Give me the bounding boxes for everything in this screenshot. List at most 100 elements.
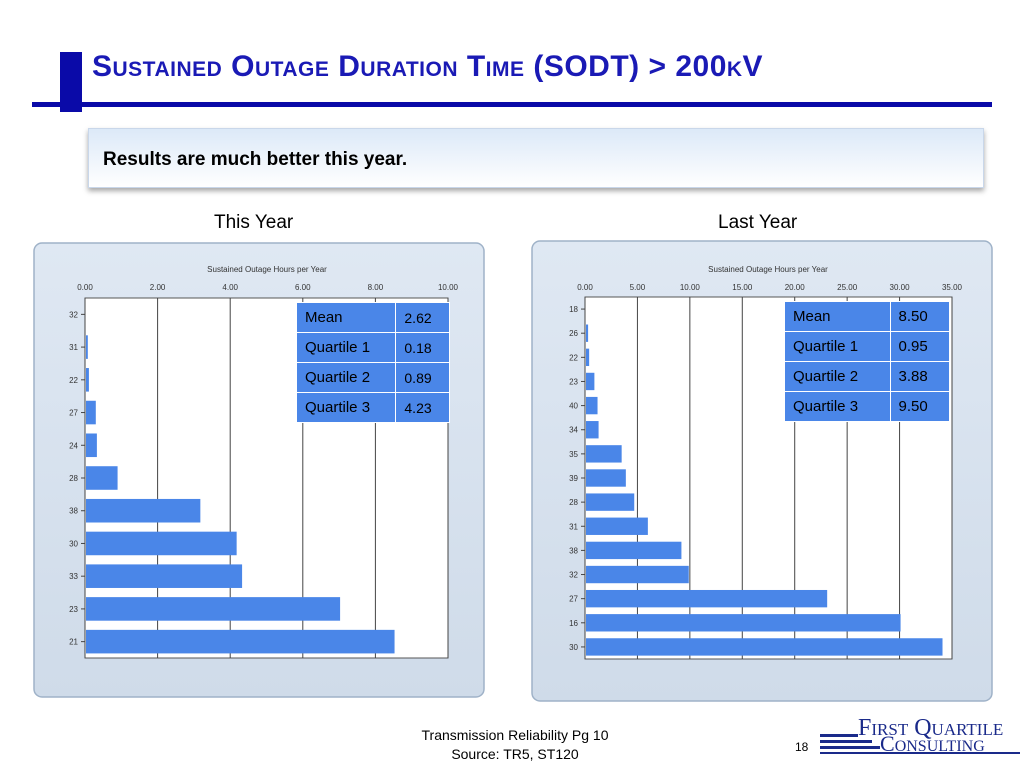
title-underline: [32, 102, 992, 107]
x-tick-label: 2.00: [150, 283, 166, 292]
bar: [586, 348, 590, 367]
y-tick-label: 35: [569, 450, 578, 459]
stats-label: Quartile 1: [295, 332, 397, 363]
stats-row-quartile-3: Quartile 3 9.50: [784, 391, 951, 422]
y-tick-label: 30: [69, 539, 78, 548]
x-tick-label: 10.00: [680, 283, 701, 292]
bar: [586, 589, 828, 608]
y-tick-label: 23: [569, 377, 578, 386]
y-tick-label: 39: [569, 474, 578, 483]
y-tick-label: 28: [569, 498, 578, 507]
y-tick-label: 18: [569, 305, 578, 314]
stats-row-quartile-1: Quartile 1 0.95: [784, 331, 951, 362]
page-title: Sustained Outage Duration Time (SODT) > …: [92, 50, 764, 83]
x-tick-label: 5.00: [630, 283, 646, 292]
y-tick-label: 32: [69, 310, 78, 319]
bar: [86, 629, 395, 654]
x-tick-label: 0.00: [577, 283, 593, 292]
bar: [586, 469, 626, 487]
y-tick-label: 23: [69, 605, 78, 614]
y-tick-label: 32: [569, 571, 578, 580]
y-tick-label: 38: [569, 546, 578, 555]
callout-box: Results are much better this year.: [88, 128, 984, 188]
stats-row-quartile-2: Quartile 2 3.88: [784, 361, 951, 392]
x-tick-label: 4.00: [222, 283, 238, 292]
title-accent-bar: [60, 52, 82, 112]
x-tick-label: 10.00: [438, 283, 459, 292]
stats-label: Quartile 2: [295, 362, 397, 393]
stats-value: 3.88: [889, 361, 951, 392]
bar: [586, 638, 943, 656]
stats-value: 0.95: [889, 331, 951, 362]
y-tick-label: 28: [69, 474, 78, 483]
stats-label: Mean: [295, 302, 397, 333]
callout-text: Results are much better this year.: [103, 149, 408, 170]
stats-row-mean: Mean 2.62: [295, 302, 450, 333]
y-tick-label: 31: [69, 343, 78, 352]
bar: [86, 335, 88, 359]
y-tick-label: 27: [569, 595, 578, 604]
x-tick-label: 0.00: [77, 283, 93, 292]
this-year-label: This Year: [214, 212, 294, 233]
bar: [586, 396, 598, 415]
bar: [586, 493, 635, 511]
bar: [86, 564, 243, 588]
y-tick-label: 22: [569, 353, 578, 362]
bar: [86, 597, 341, 621]
y-tick-label: 40: [569, 402, 578, 411]
bar: [86, 466, 118, 490]
y-tick-label: 24: [69, 441, 78, 450]
x-tick-label: 8.00: [368, 283, 384, 292]
y-tick-label: 34: [569, 426, 578, 435]
bar: [86, 498, 201, 523]
bar: [586, 565, 689, 584]
this-year-stats-table: Mean 2.62 Quartile 1 0.18 Quartile 2 0.89 Q…: [295, 302, 450, 423]
stats-label: Quartile 3: [295, 392, 397, 423]
x-tick-label: 15.00: [732, 283, 753, 292]
svg-text:CONSULTING: CONSULTING: [880, 731, 985, 756]
stats-value: 0.18: [395, 332, 450, 363]
last-year-chart: Sustained Outage Hours per Year 0.00 5.00…: [531, 240, 993, 702]
bar: [586, 421, 599, 439]
footer-line-2: Source: TR5, ST120: [451, 746, 579, 762]
footer-source: Transmission Reliability Pg 10 Source: T…: [380, 726, 650, 764]
chart-title: Sustained Outage Hours per Year: [207, 265, 327, 274]
y-tick-label: 22: [69, 376, 78, 385]
y-tick-label: 30: [569, 643, 578, 652]
stats-row-mean: Mean 8.50: [784, 301, 951, 332]
bar: [86, 368, 89, 392]
stats-label: Quartile 2: [784, 361, 891, 392]
x-tick-label: 35.00: [942, 283, 963, 292]
y-tick-label: 38: [69, 507, 78, 516]
stats-value: 4.23: [395, 392, 450, 423]
last-year-label: Last Year: [718, 212, 798, 233]
stats-value: 8.50: [889, 301, 951, 332]
bar: [586, 614, 901, 632]
stats-row-quartile-3: Quartile 3 4.23: [295, 392, 450, 423]
y-tick-label: 31: [569, 522, 578, 531]
bar: [586, 541, 682, 560]
bar: [86, 531, 237, 556]
page-number: 18: [795, 740, 809, 754]
y-tick-label: 16: [569, 619, 578, 628]
stats-row-quartile-1: Quartile 1 0.18: [295, 332, 450, 363]
y-tick-label: 21: [69, 638, 78, 647]
last-year-stats-table: Mean 8.50 Quartile 1 0.95 Quartile 2 3.88 Q…: [784, 301, 951, 422]
y-tick-label: 26: [569, 329, 578, 338]
bar: [86, 433, 97, 458]
stats-label: Quartile 1: [784, 331, 891, 362]
footer-line-1: Transmission Reliability Pg 10: [421, 727, 609, 743]
bar: [586, 445, 622, 463]
y-tick-label: 27: [69, 409, 78, 418]
x-tick-label: 6.00: [295, 283, 311, 292]
stats-label: Mean: [784, 301, 891, 332]
x-tick-label: 30.00: [890, 283, 911, 292]
bar: [86, 400, 96, 425]
x-tick-label: 20.00: [785, 283, 806, 292]
bar: [586, 372, 595, 391]
x-tick-label: 25.00: [837, 283, 858, 292]
bar: [586, 324, 589, 342]
y-tick-label: 33: [69, 572, 78, 581]
stats-row-quartile-2: Quartile 2 0.89: [295, 362, 450, 393]
